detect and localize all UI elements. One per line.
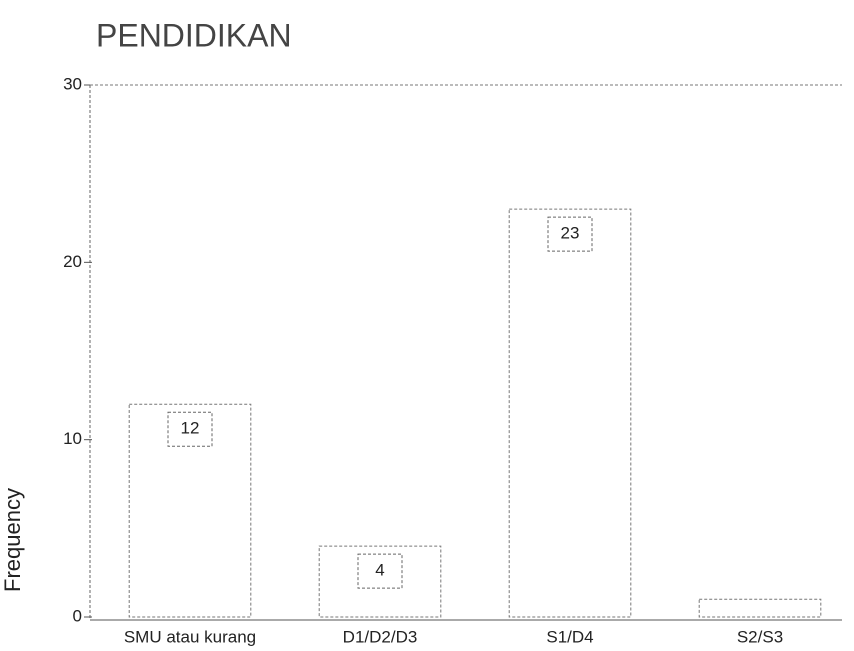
- x-tick-label: SMU atau kurang: [124, 627, 256, 646]
- y-axis-label: Frequency: [0, 488, 25, 592]
- y-tick-label: 10: [63, 429, 82, 448]
- value-label: 12: [181, 419, 200, 438]
- value-label-box: [357, 553, 403, 589]
- y-tick-label: 0: [73, 606, 82, 625]
- bar: [698, 598, 822, 618]
- y-tick-label: 20: [63, 252, 82, 271]
- x-tick-label: D1/D2/D3: [343, 627, 418, 646]
- x-tick-label: S2/S3: [737, 627, 783, 646]
- y-tick-label: 30: [63, 74, 82, 93]
- value-label: 23: [561, 224, 580, 243]
- value-label-box: [547, 216, 593, 252]
- x-tick-label: S1/D4: [546, 627, 593, 646]
- value-label: 4: [375, 561, 384, 580]
- bar: [508, 208, 632, 618]
- value-label-box: [167, 411, 213, 447]
- chart-title: PENDIDIKAN: [96, 17, 292, 53]
